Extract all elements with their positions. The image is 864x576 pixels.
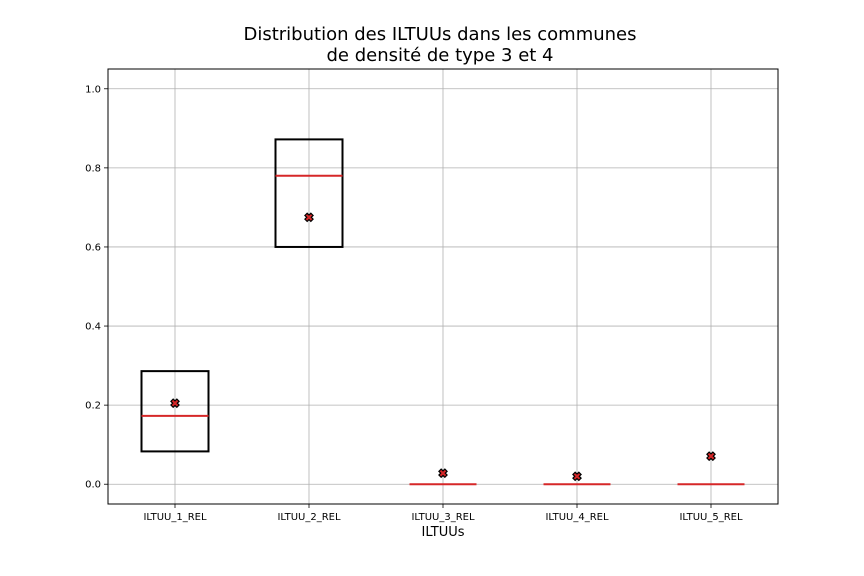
x-tick-label: ILTUU_5_REL [679, 512, 743, 523]
axis-ticks: ILTUU_1_REL ILTUU_2_REL ILTUU_3_REL ILTUU_4… [85, 84, 743, 523]
y-tick-label: 0.8 [85, 163, 101, 174]
mean-marker-1 [170, 398, 180, 409]
mean-marker-3 [438, 468, 448, 479]
box-1 [140, 370, 210, 453]
mean-marker-shape [304, 212, 314, 223]
chart-title: Distribution des ILTUUs dans les commune… [0, 24, 864, 66]
mean-marker-4 [572, 471, 582, 482]
box-marks [140, 138, 745, 486]
x-tick-label: ILTUU_3_REL [411, 512, 475, 523]
y-tick-label: 0.6 [85, 242, 101, 253]
box-2 [274, 138, 344, 248]
mean-marker-shape [170, 398, 180, 409]
y-tick-label: 0.4 [85, 322, 101, 333]
x-tick-label: ILTUU_1_REL [143, 512, 207, 523]
x-tick-label: ILTUU_2_REL [277, 512, 341, 523]
grid-lines [108, 69, 778, 504]
x-tick-label: ILTUU_4_REL [545, 512, 609, 523]
chart-title-line-2: de densité de type 3 et 4 [326, 45, 554, 66]
y-tick-label: 0.2 [85, 401, 101, 412]
mean-marker-2 [304, 212, 314, 223]
y-tick-label: 0.0 [85, 480, 101, 491]
y-tick-label: 1.0 [85, 84, 101, 95]
mean-marker-shape [572, 471, 582, 482]
chart-title-line-1: Distribution des ILTUUs dans les commune… [243, 24, 637, 45]
mean-marker-shape [438, 468, 448, 479]
mean-marker-5 [706, 451, 716, 462]
mean-marker-shape [706, 451, 716, 462]
x-axis-label: ILTUUs [421, 525, 464, 540]
